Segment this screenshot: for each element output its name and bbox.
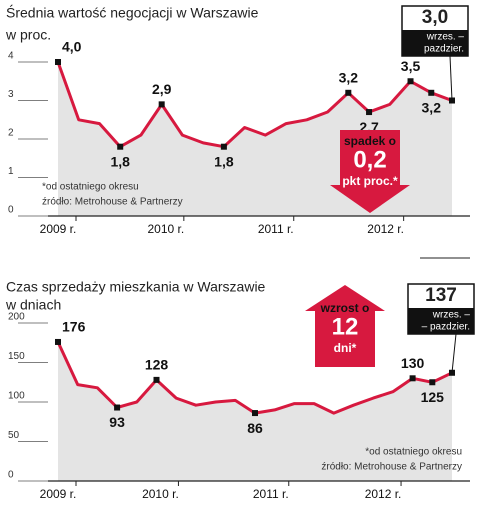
value-label: 130 (401, 355, 425, 371)
point-marker (429, 379, 436, 386)
point-marker (153, 376, 160, 383)
point-marker (409, 375, 416, 382)
y-tick-label: 1 (8, 166, 14, 177)
y-tick-label: 100 (8, 391, 25, 402)
x-tick-label: 2010 r. (142, 487, 179, 501)
badge-arrow (305, 285, 385, 367)
value-label: 1,8 (214, 153, 234, 169)
badge-text: pkt proc.* (342, 174, 398, 188)
x-tick-label: 2010 r. (147, 222, 184, 236)
callout-text: – pazdzier. (422, 322, 470, 333)
callout-value: 3,0 (422, 7, 448, 28)
y-tick-label: 0 (8, 470, 14, 481)
x-tick-label: 2011 r. (253, 487, 289, 501)
value-label: 176 (62, 319, 86, 335)
value-label: 2,9 (152, 81, 172, 97)
value-label: 4,0 (62, 39, 82, 55)
x-tick-label: 2009 r. (40, 487, 77, 501)
badge-text: 12 (332, 313, 359, 340)
chart-subtitle: w proc. (5, 27, 51, 43)
chart-subtitle: w dniach (5, 297, 61, 313)
x-tick-label: 2011 r. (258, 222, 294, 236)
callout-connector (449, 55, 453, 101)
point-marker (220, 143, 227, 150)
point-marker (55, 59, 61, 65)
callout-band (402, 30, 468, 56)
point-marker (117, 143, 124, 150)
point-marker (345, 89, 352, 96)
value-label: 128 (145, 357, 169, 373)
point-marker (55, 338, 61, 345)
point-marker (428, 89, 435, 96)
source-note: źródło: Metrohouse & Partnerzy (42, 197, 183, 208)
badge-text: dni* (334, 341, 357, 355)
point-marker (114, 404, 121, 411)
badge-text: 0,2 (353, 146, 386, 173)
callout-connector (451, 333, 457, 373)
callout-text: wrzes. – (432, 310, 471, 321)
point-marker (366, 109, 373, 116)
value-label: 86 (247, 420, 263, 436)
source-note: *od ostatniego okresu (42, 182, 139, 193)
value-label: 125 (421, 389, 445, 405)
callout-text: pazdzier. (424, 44, 464, 55)
source-note: źródło: Metrohouse & Partnerzy (321, 462, 462, 473)
callout-band (408, 308, 474, 334)
chart-title: Średnia wartość negocjacji w Warszawie (6, 4, 259, 21)
chart-title: Czas sprzedaży mieszkania w Warszawie (6, 279, 266, 295)
value-label: 1,8 (110, 153, 130, 169)
y-tick-label: 200 (8, 312, 25, 323)
badge-text: wzrost o (320, 301, 370, 315)
area (58, 342, 452, 481)
y-tick-label: 150 (8, 351, 25, 362)
x-tick-label: 2009 r. (40, 222, 77, 236)
source-note: *od ostatniego okresu (365, 447, 462, 458)
value-label: 93 (109, 414, 125, 430)
y-tick-label: 0 (8, 205, 14, 216)
x-tick-label: 2012 r. (365, 487, 402, 501)
y-tick-label: 4 (8, 51, 14, 62)
callout-value: 137 (425, 285, 457, 306)
badge-arrow (330, 130, 410, 213)
y-tick-label: 50 (8, 430, 20, 441)
point-marker (252, 410, 258, 417)
point-marker (407, 78, 414, 85)
callout-text: wrzes. – (426, 32, 465, 43)
x-tick-label: 2012 r. (367, 222, 404, 236)
value-label: 3,5 (401, 58, 421, 74)
value-label: 3,2 (422, 100, 442, 116)
value-label: 3,2 (339, 70, 359, 86)
series-line (56, 61, 453, 149)
badge-text: spadek o (344, 134, 396, 148)
y-tick-label: 2 (8, 128, 14, 139)
y-tick-label: 3 (8, 89, 14, 100)
point-marker (158, 101, 165, 108)
